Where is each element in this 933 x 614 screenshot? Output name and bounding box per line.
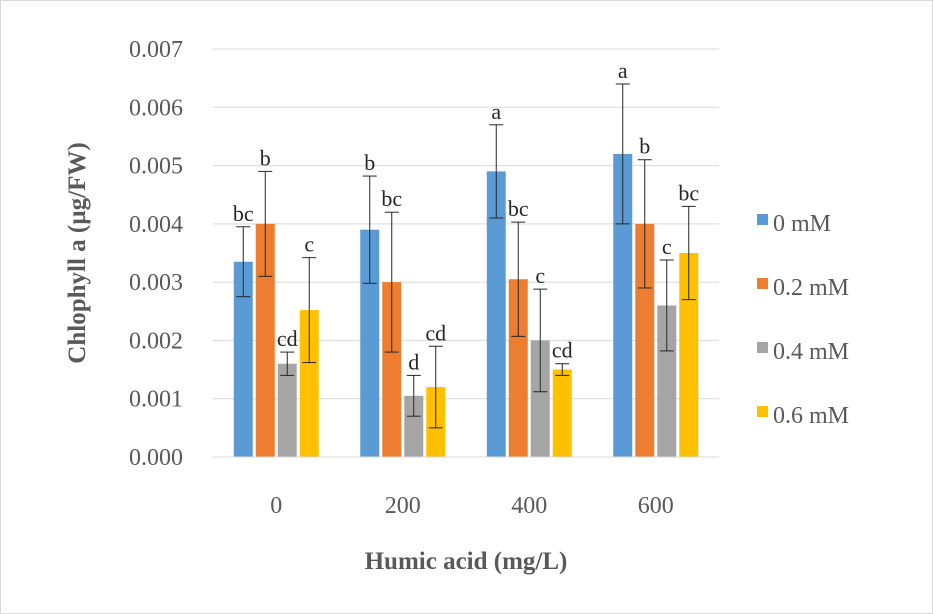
gridlines (213, 48, 719, 400)
significance-label: a (491, 99, 501, 124)
error-bar (280, 351, 295, 376)
y-tick-label: 0.001 (129, 387, 183, 413)
legend-swatch (757, 342, 768, 353)
bars (233, 153, 699, 457)
legend-swatch (757, 278, 768, 289)
error-bar (681, 205, 696, 301)
significance-label: c (662, 234, 672, 259)
legend-swatch (757, 214, 768, 225)
legend-item: 0 mM (757, 211, 831, 237)
y-axis-ticks: 0.000 0.001 0.002 0.003 0.004 0.005 0.006 0.007 (129, 37, 183, 471)
legend-item: 0.2 mM (757, 275, 849, 301)
x-tick-label: 0 (270, 493, 282, 519)
y-tick-label: 0.000 (129, 445, 183, 471)
significance-label: c (304, 232, 314, 257)
bar (635, 223, 655, 457)
significance-label: bc (678, 180, 699, 205)
error-bar (302, 257, 317, 364)
y-tick-label: 0.006 (129, 95, 183, 121)
y-tick-label: 0.002 (129, 328, 183, 354)
legend: 0 mM 0.2 mM 0.4 mM 0.6 mM (757, 211, 849, 429)
bar (255, 223, 275, 457)
significance-label: b (364, 150, 375, 175)
significance-label: bc (381, 186, 402, 211)
significance-label: b (260, 145, 271, 170)
legend-item: 0.4 mM (757, 339, 849, 365)
significance-label: a (618, 58, 628, 83)
error-bar (615, 83, 630, 225)
significance-label: bc (508, 196, 529, 221)
error-bar (384, 211, 399, 353)
error-bar (489, 124, 504, 219)
x-tick-label: 600 (638, 493, 674, 519)
error-bar (659, 259, 674, 352)
error-bar (555, 363, 570, 376)
error-bar (511, 221, 526, 337)
bar (486, 171, 506, 457)
y-axis-title: Chlophyll a (µg/FW) (64, 142, 91, 363)
bar (382, 282, 402, 457)
bar (657, 305, 677, 457)
significance-label: cd (277, 326, 298, 351)
bar (552, 369, 572, 457)
legend-label: 0 mM (773, 211, 831, 237)
significance-label: cd (552, 338, 573, 363)
x-tick-label: 200 (385, 493, 421, 519)
error-bar (533, 288, 548, 393)
x-tick-label: 400 (511, 493, 547, 519)
legend-item: 0.6 mM (757, 403, 849, 429)
error-bars (236, 83, 696, 429)
y-tick-label: 0.007 (129, 37, 183, 63)
bar (508, 279, 528, 457)
error-bar (428, 345, 443, 429)
bar (530, 340, 550, 457)
bar (679, 253, 699, 457)
legend-label: 0.6 mM (773, 403, 849, 429)
x-axis-ticks: 0 200 400 600 (270, 493, 674, 519)
legend-label: 0.4 mM (773, 339, 849, 365)
significance-label: cd (425, 320, 446, 345)
bar (277, 363, 297, 457)
y-tick-label: 0.004 (129, 212, 183, 238)
x-axis-title: Humic acid (mg/L) (365, 548, 568, 575)
error-bar (236, 226, 251, 298)
bar (613, 153, 633, 457)
legend-swatch (757, 406, 768, 417)
error-bar (362, 175, 377, 284)
significance-label: c (535, 263, 545, 288)
legend-label: 0.2 mM (773, 275, 849, 301)
y-tick-label: 0.005 (129, 154, 183, 180)
bar (404, 395, 424, 457)
significance-label: d (408, 349, 419, 374)
bar (233, 261, 253, 457)
significance-label: b (639, 134, 650, 159)
bar (360, 229, 380, 457)
y-tick-label: 0.003 (129, 270, 183, 296)
error-bar (406, 374, 421, 417)
error-bar (258, 170, 273, 277)
error-bar (637, 159, 652, 289)
bar (299, 310, 319, 457)
significance-label: bc (233, 201, 254, 226)
